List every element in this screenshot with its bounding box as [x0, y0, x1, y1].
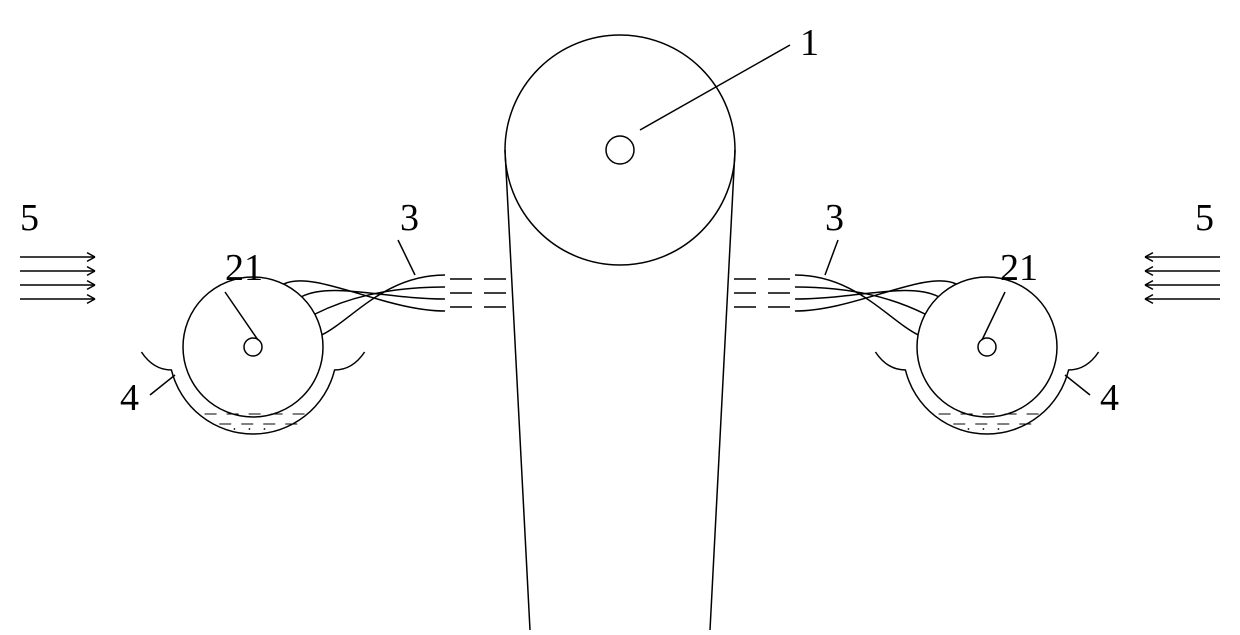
small-roller-right	[917, 277, 1057, 417]
liquid-dot-left	[264, 428, 266, 430]
label-n4R: 4	[1100, 377, 1119, 419]
leader-n3R	[825, 240, 838, 275]
liquid-dot-right	[998, 428, 1000, 430]
label-n5L: 5	[20, 197, 39, 239]
main-roller-axle	[606, 136, 634, 164]
label-n3L: 3	[400, 197, 419, 239]
small-roller-axle-right	[978, 338, 996, 356]
web-curve-left-0	[322, 275, 445, 335]
leader-n1	[640, 45, 790, 130]
small-roller-left	[183, 277, 323, 417]
liquid-dot-right	[983, 428, 985, 430]
trough-left	[141, 352, 364, 434]
label-n1: 1	[800, 22, 819, 64]
leader-n4R	[1065, 375, 1090, 395]
liquid-dot-right	[968, 428, 970, 430]
web-curve-left-3	[284, 281, 445, 311]
leader-n4L	[150, 375, 175, 395]
liquid-dot-left	[249, 428, 251, 430]
main-roller-1	[505, 35, 735, 265]
label-n21R: 21	[1000, 247, 1038, 289]
belt-left	[505, 150, 530, 630]
liquid-dot-left	[234, 428, 236, 430]
trough-right	[875, 352, 1098, 434]
leader-n21R	[982, 292, 1005, 340]
label-n21L: 21	[225, 247, 263, 289]
label-n5R: 5	[1195, 197, 1214, 239]
web-curve-right-3	[795, 281, 956, 311]
small-roller-axle-left	[244, 338, 262, 356]
belt-right	[710, 150, 735, 630]
label-n4L: 4	[120, 377, 139, 419]
label-n3R: 3	[825, 197, 844, 239]
leader-n21L	[225, 292, 258, 340]
web-curve-right-0	[795, 275, 918, 335]
leader-n3L	[398, 240, 415, 275]
